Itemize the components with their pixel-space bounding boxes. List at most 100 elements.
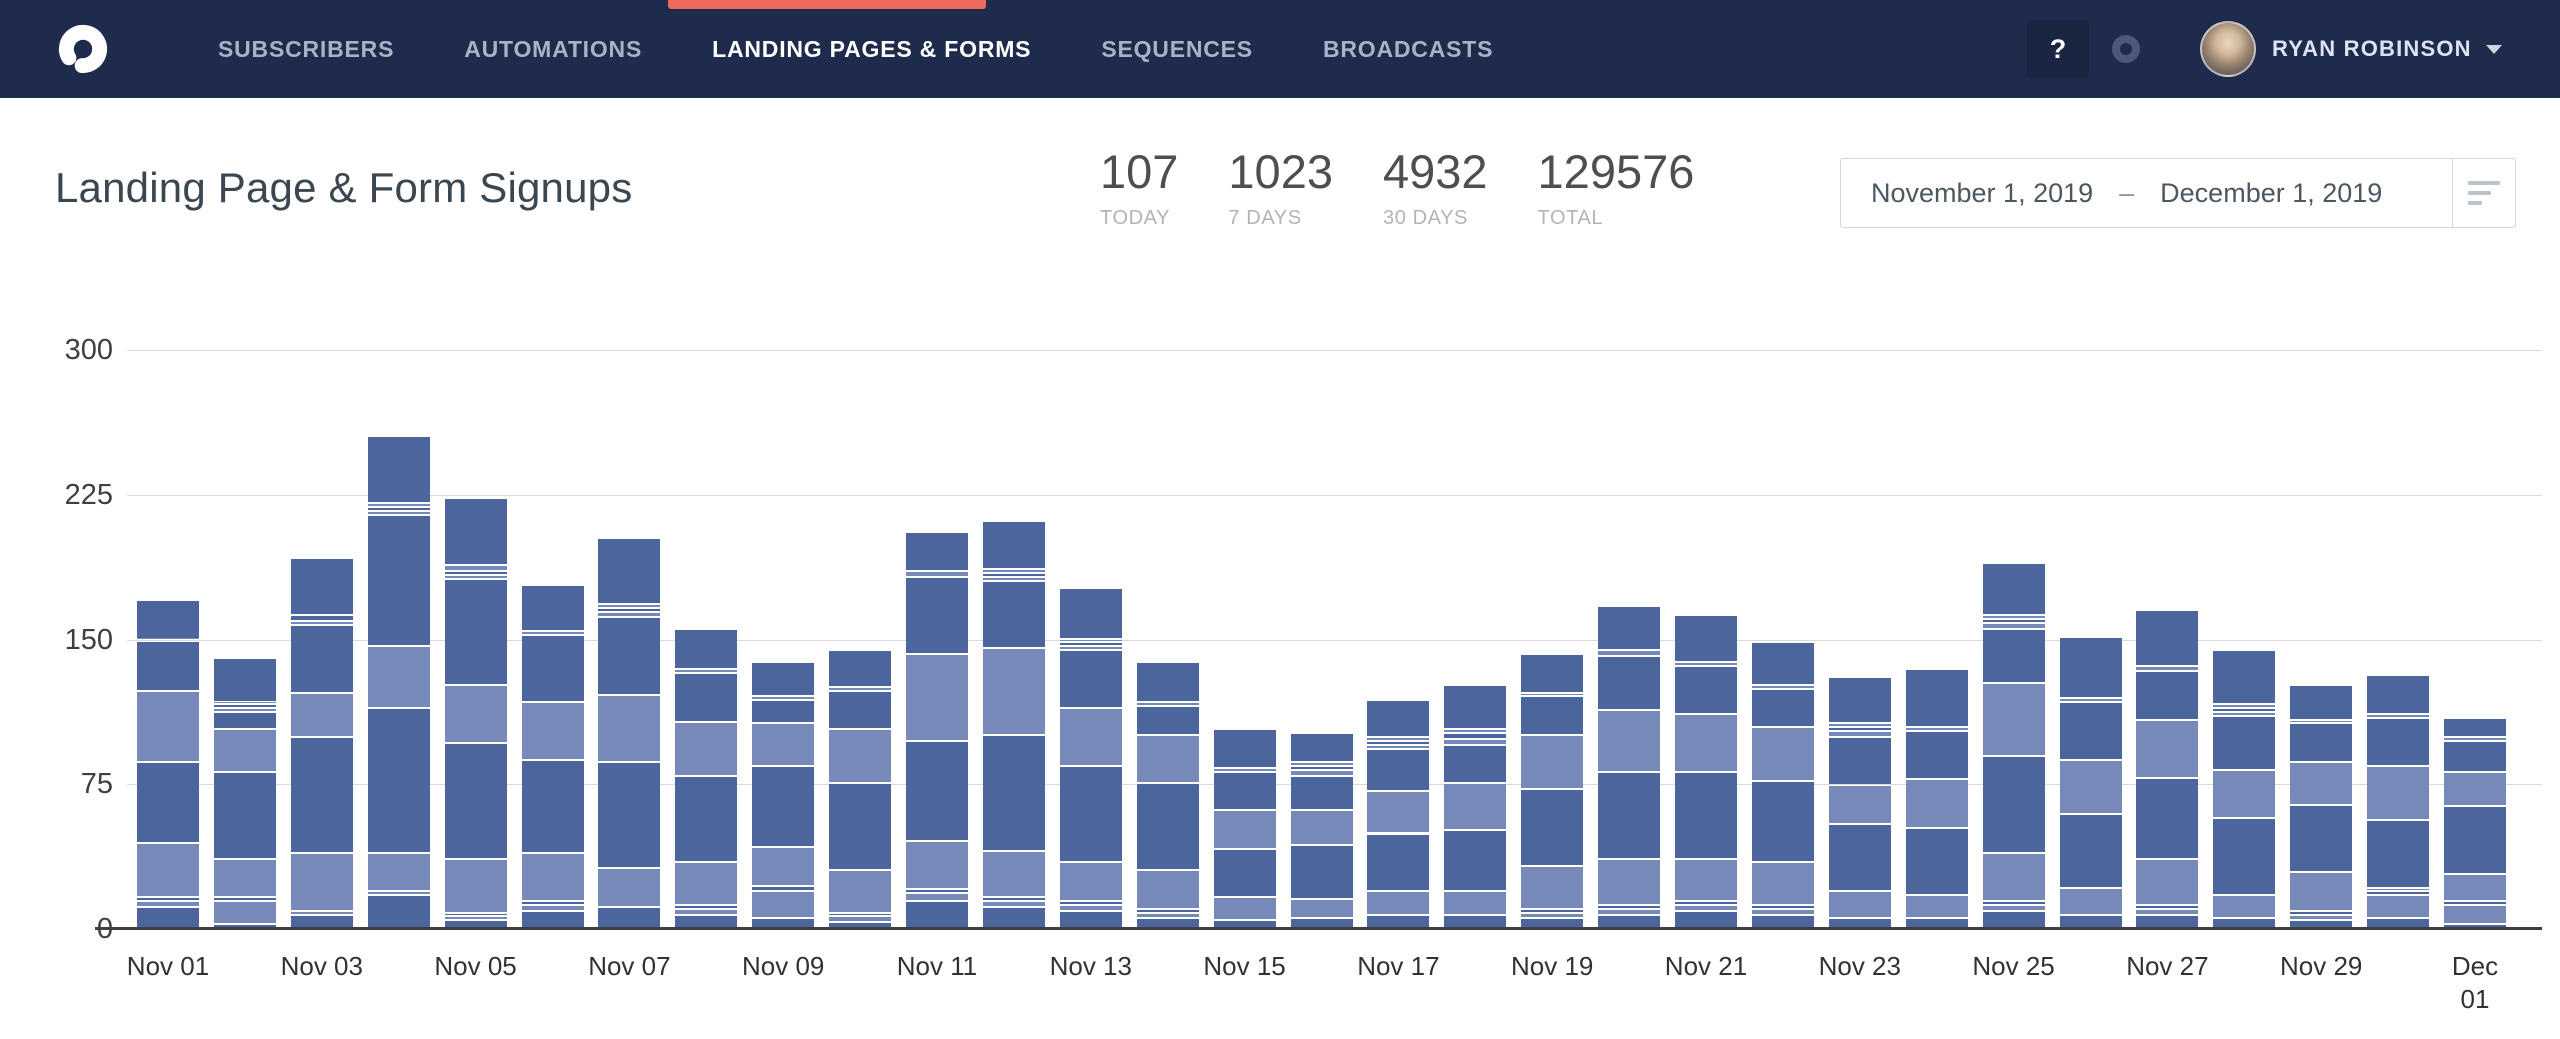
bar-segment: [1905, 919, 1968, 929]
nav-item-landing-pages-forms[interactable]: LANDING PAGES & FORMS: [712, 35, 1032, 62]
bar-nov-30[interactable]: [2367, 674, 2430, 929]
bar-nov-18[interactable]: [1444, 684, 1507, 929]
bar-segment: [1059, 643, 1122, 646]
bar-segment: [1521, 693, 1584, 696]
bar-nov-04[interactable]: [367, 435, 430, 929]
bar-segment: [829, 651, 892, 686]
nav-item-sequences[interactable]: SEQUENCES: [1101, 35, 1253, 62]
bar-segment: [1828, 724, 1891, 727]
stat-label: TODAY: [1100, 207, 1171, 229]
bar-segment: [2136, 859, 2199, 904]
bar-segment: [444, 572, 507, 574]
bar-segment: [1675, 666, 1737, 713]
bar-nov-08[interactable]: [675, 628, 738, 929]
bar-segment: [137, 600, 199, 638]
bar-segment: [1598, 915, 1661, 929]
bar-nov-26[interactable]: [2059, 636, 2122, 929]
nav-item-broadcasts[interactable]: BROADCASTS: [1322, 35, 1494, 62]
bar-segment: [829, 691, 892, 729]
bar-nov-11[interactable]: [906, 531, 968, 929]
bar-nov-09[interactable]: [752, 661, 815, 929]
bar-segment: [1136, 784, 1199, 870]
bar-segment: [1675, 911, 1737, 929]
status-ring-icon[interactable]: [2112, 35, 2140, 63]
chevron-down-icon: [2485, 44, 2502, 54]
bar-segment: [2444, 741, 2506, 771]
gridline-150: [127, 639, 2542, 641]
bar-dec-01[interactable]: [2444, 717, 2506, 929]
bar-segment: [752, 766, 815, 846]
bar-segment: [2290, 805, 2353, 872]
bar-nov-20[interactable]: [1598, 605, 1661, 929]
bar-segment: [213, 702, 276, 704]
bar-segment: [290, 626, 353, 692]
bar-nov-02[interactable]: [213, 657, 276, 929]
nav-item-subscribers[interactable]: SUBSCRIBERS: [218, 35, 395, 62]
bar-segment: [1213, 811, 1276, 848]
bar-segment: [1751, 909, 1814, 914]
bar-segment: [290, 616, 353, 621]
user-menu[interactable]: RYAN ROBINSON: [2272, 0, 2502, 98]
bar-segment: [2367, 888, 2430, 891]
help-button[interactable]: ?: [2027, 20, 2089, 78]
page-title: Landing Page & Form Signups: [55, 164, 633, 211]
bar-segment: [213, 898, 276, 901]
bar-segment: [1059, 589, 1122, 638]
bar-nov-29[interactable]: [2290, 684, 2353, 929]
bar-segment: [2059, 888, 2122, 914]
bar-segment: [1059, 863, 1122, 901]
bar-segment: [752, 662, 815, 696]
help-icon: ?: [2049, 33, 2067, 64]
bar-nov-23[interactable]: [1828, 676, 1891, 929]
bar-segment: [906, 577, 968, 653]
bar-nov-13[interactable]: [1059, 587, 1122, 929]
bar-segment: [1367, 741, 1430, 744]
bar-segment: [1905, 728, 1968, 731]
bar-nov-28[interactable]: [2213, 649, 2276, 929]
bar-segment: [367, 896, 430, 929]
bar-nov-10[interactable]: [829, 649, 892, 929]
bar-nov-05[interactable]: [444, 497, 507, 929]
bar-nov-15[interactable]: [1213, 728, 1276, 929]
bar-nov-01[interactable]: [137, 599, 199, 929]
bar-nov-19[interactable]: [1521, 653, 1584, 929]
bar-nov-17[interactable]: [1367, 699, 1430, 929]
bar-segment: [1982, 905, 2045, 910]
bar-segment: [829, 923, 892, 929]
bar-segment: [2213, 819, 2276, 895]
bar-segment: [982, 851, 1045, 897]
stat-label: 30 DAYS: [1382, 207, 1468, 229]
x-tick-label-nov-19: Nov 19: [1510, 951, 1594, 981]
date-range-input[interactable]: November 1, 2019 – December 1, 2019: [1841, 159, 2452, 227]
bar-segment: [2136, 720, 2199, 777]
bar-segment: [444, 743, 507, 858]
bar-nov-07[interactable]: [598, 537, 661, 929]
bar-nov-12[interactable]: [982, 520, 1045, 929]
bar-nov-14[interactable]: [1136, 661, 1199, 929]
bar-nov-21[interactable]: [1675, 614, 1737, 929]
bar-segment: [829, 871, 892, 912]
bar-nov-03[interactable]: [290, 557, 353, 929]
bar-nov-16[interactable]: [1290, 732, 1353, 929]
bar-nov-24[interactable]: [1905, 668, 1968, 929]
nav-item-automations[interactable]: AUTOMATIONS: [464, 35, 643, 62]
stat-label: TOTAL: [1537, 207, 1604, 229]
convertkit-logo-icon[interactable]: [55, 21, 111, 77]
bar-nov-25[interactable]: [1982, 562, 2045, 929]
bar-segment: [1982, 616, 2045, 619]
x-tick-label-nov-25: Nov 25: [1972, 951, 2055, 981]
bar-segment: [444, 575, 507, 578]
avatar[interactable]: [2200, 21, 2256, 77]
bar-segment: [1059, 639, 1122, 642]
bar-nov-22[interactable]: [1751, 641, 1814, 929]
bar-segment: [2059, 637, 2122, 698]
bar-segment: [982, 898, 1045, 901]
bar-nov-27[interactable]: [2136, 609, 2199, 929]
date-filter-button[interactable]: [2452, 159, 2515, 227]
bar-segment: [1059, 905, 1122, 910]
bar-segment: [1982, 564, 2045, 615]
bar-segment: [1136, 703, 1199, 706]
bar-nov-06[interactable]: [521, 584, 584, 929]
bar-segment: [213, 705, 276, 708]
bar-segment: [213, 859, 276, 897]
